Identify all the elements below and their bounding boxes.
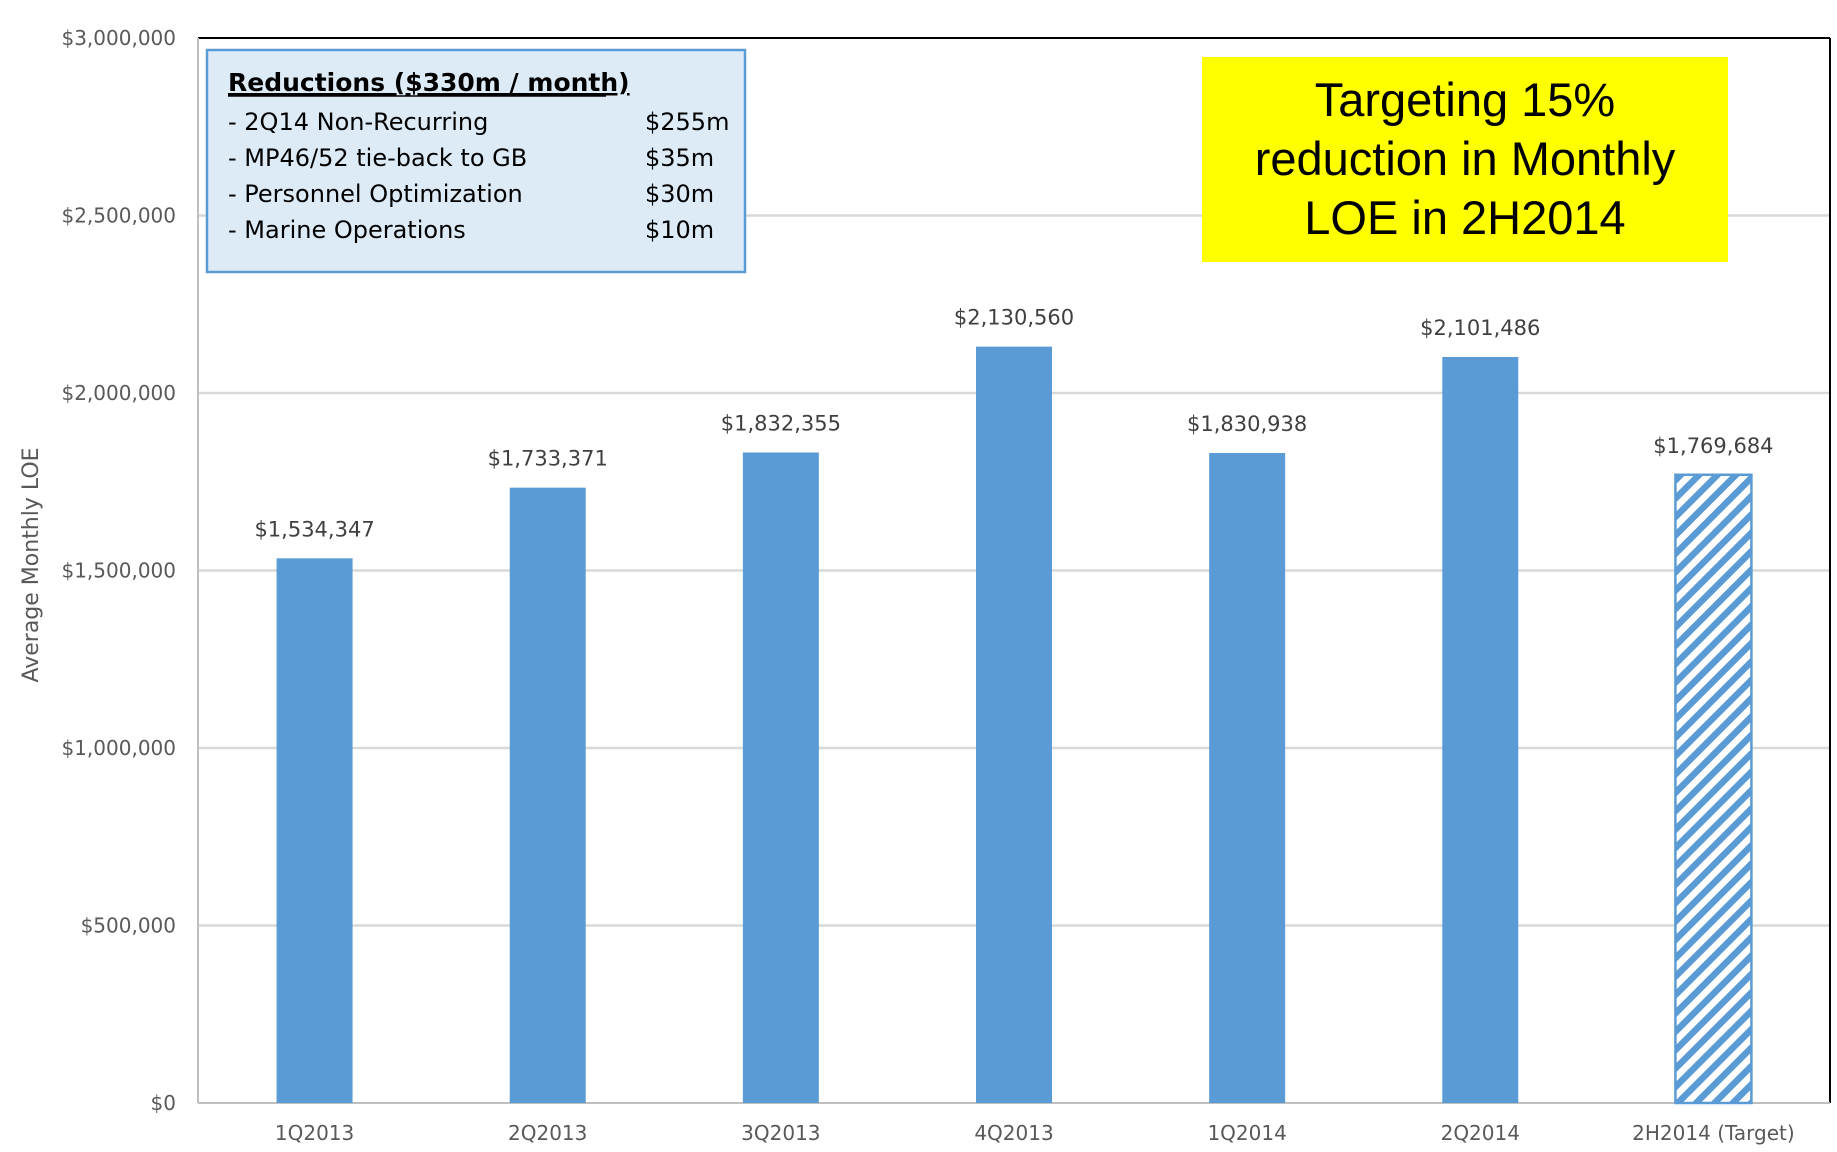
reductions-list: - 2Q14 Non-Recurring $255m - MP46/52 tie-b… [228,108,729,244]
bar-4q2013 [976,346,1052,1103]
y-tick-label: $1,000,000 [61,736,176,760]
reduction-item-label: - Marine Operations [228,216,466,244]
x-tick-label: 2Q2014 [1441,1121,1520,1145]
x-tick-label: 4Q2013 [974,1121,1053,1145]
reduction-item-amount: $255m [645,108,729,136]
data-label: $1,733,371 [488,447,608,471]
reductions-title: Reductions ($330m / month) [228,68,630,97]
bar-2q2014 [1442,356,1519,1103]
bar-2q2013 [509,487,586,1103]
reductions-box: Reductions ($330m / month) - 2Q14 Non-Re… [205,48,747,274]
x-tick-label: 3Q2013 [741,1121,820,1145]
y-tick-label: $3,000,000 [61,26,176,50]
reduction-item-amount: $10m [645,216,714,244]
bar-2h2014-target [1674,473,1753,1105]
y-tick-label: $500,000 [81,914,176,938]
y-tick-label: $1,500,000 [61,559,176,583]
bar-3q2013 [742,452,819,1103]
target-callout-background [1202,57,1728,262]
x-tick-label: 2Q2013 [508,1121,587,1145]
target-callout: Targeting 15% reduction in Monthly LOE i… [1202,57,1728,262]
y-tick-label: $2,000,000 [61,381,176,405]
callout-line-3: LOE in 2H2014 [1304,191,1625,244]
axes: $0 $500,000 $1,000,000 $1,500,000 $2,000,000… [61,26,1831,1145]
x-tick-label: 2H2014 (Target) [1632,1121,1795,1145]
reductions-box-background [205,48,747,274]
reduction-item-amount: $30m [645,180,714,208]
data-label: $1,769,684 [1653,434,1773,458]
reduction-item-label: - 2Q14 Non-Recurring [228,108,488,136]
y-axis-label: Average Monthly LOE [19,447,44,682]
bar-1q2014 [1209,453,1286,1104]
reduction-item-label: - Personnel Optimization [228,180,523,208]
reduction-item-label: - MP46/52 tie-back to GB [228,144,527,172]
y-tick-label: $2,500,000 [61,204,176,228]
data-labels: $1,534,347 $1,733,371 $1,832,355 $2,130,560… [254,306,1773,542]
data-label: $2,101,486 [1420,316,1540,340]
data-label: $1,534,347 [254,517,374,541]
data-label: $1,832,355 [721,412,841,436]
data-label: $1,830,938 [1187,412,1307,436]
x-tick-label: 1Q2013 [275,1121,354,1145]
callout-line-1: Targeting 15% [1315,73,1615,126]
y-tick-label: $0 [151,1091,176,1115]
callout-line-2: reduction in Monthly [1255,132,1676,185]
bar-1q2013 [276,558,353,1103]
reduction-item-amount: $35m [645,144,714,172]
bars [276,346,1753,1105]
x-tick-label: 1Q2014 [1207,1121,1286,1145]
data-label: $2,130,560 [954,306,1074,330]
